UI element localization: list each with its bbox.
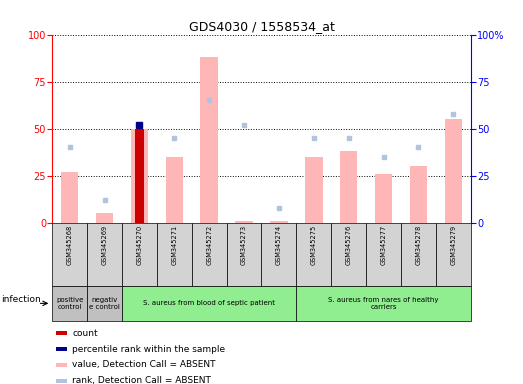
FancyBboxPatch shape (157, 223, 192, 286)
FancyBboxPatch shape (297, 286, 471, 321)
Bar (61, 172, 78, 223)
FancyBboxPatch shape (87, 286, 122, 321)
Bar (305, 157, 323, 223)
Bar (56, 363, 67, 367)
FancyBboxPatch shape (262, 223, 297, 286)
Bar (375, 174, 392, 223)
Bar (166, 157, 183, 223)
Text: GSM345278: GSM345278 (415, 225, 422, 265)
Text: rank, Detection Call = ABSENT: rank, Detection Call = ABSENT (72, 376, 211, 384)
Text: count: count (72, 329, 98, 338)
Text: negativ
e control: negativ e control (89, 297, 120, 310)
FancyBboxPatch shape (122, 286, 297, 321)
Text: GSM345275: GSM345275 (311, 225, 317, 265)
Bar (134, 129, 144, 223)
Text: percentile rank within the sample: percentile rank within the sample (72, 345, 225, 354)
Bar (56, 379, 67, 383)
Bar (270, 221, 288, 223)
Bar (131, 129, 148, 223)
Text: GSM345270: GSM345270 (137, 225, 142, 265)
Text: GSM345268: GSM345268 (67, 225, 73, 265)
Bar (340, 151, 357, 223)
Text: GSM345273: GSM345273 (241, 225, 247, 265)
Bar (200, 57, 218, 223)
Text: S. aureus from blood of septic patient: S. aureus from blood of septic patient (143, 300, 275, 306)
Text: GSM345274: GSM345274 (276, 225, 282, 265)
Bar (410, 166, 427, 223)
FancyBboxPatch shape (52, 286, 87, 321)
Bar (445, 119, 462, 223)
Text: GSM345271: GSM345271 (172, 225, 177, 265)
FancyBboxPatch shape (436, 223, 471, 286)
FancyBboxPatch shape (52, 223, 87, 286)
Text: GSM345272: GSM345272 (206, 225, 212, 265)
Bar (96, 214, 113, 223)
Text: GSM345277: GSM345277 (381, 225, 386, 265)
FancyBboxPatch shape (401, 223, 436, 286)
FancyBboxPatch shape (87, 223, 122, 286)
FancyBboxPatch shape (226, 223, 262, 286)
Text: infection: infection (1, 295, 41, 304)
Text: positive
control: positive control (56, 297, 84, 310)
Text: S. aureus from nares of healthy
carriers: S. aureus from nares of healthy carriers (328, 297, 439, 310)
Bar (235, 221, 253, 223)
Text: value, Detection Call = ABSENT: value, Detection Call = ABSENT (72, 361, 216, 369)
Bar (56, 331, 67, 335)
FancyBboxPatch shape (297, 223, 331, 286)
FancyBboxPatch shape (122, 223, 157, 286)
FancyBboxPatch shape (366, 223, 401, 286)
Title: GDS4030 / 1558534_at: GDS4030 / 1558534_at (189, 20, 334, 33)
Text: GSM345279: GSM345279 (450, 225, 456, 265)
Text: GSM345269: GSM345269 (101, 225, 108, 265)
FancyBboxPatch shape (331, 223, 366, 286)
Text: GSM345276: GSM345276 (346, 225, 351, 265)
Bar (56, 347, 67, 351)
FancyBboxPatch shape (192, 223, 226, 286)
